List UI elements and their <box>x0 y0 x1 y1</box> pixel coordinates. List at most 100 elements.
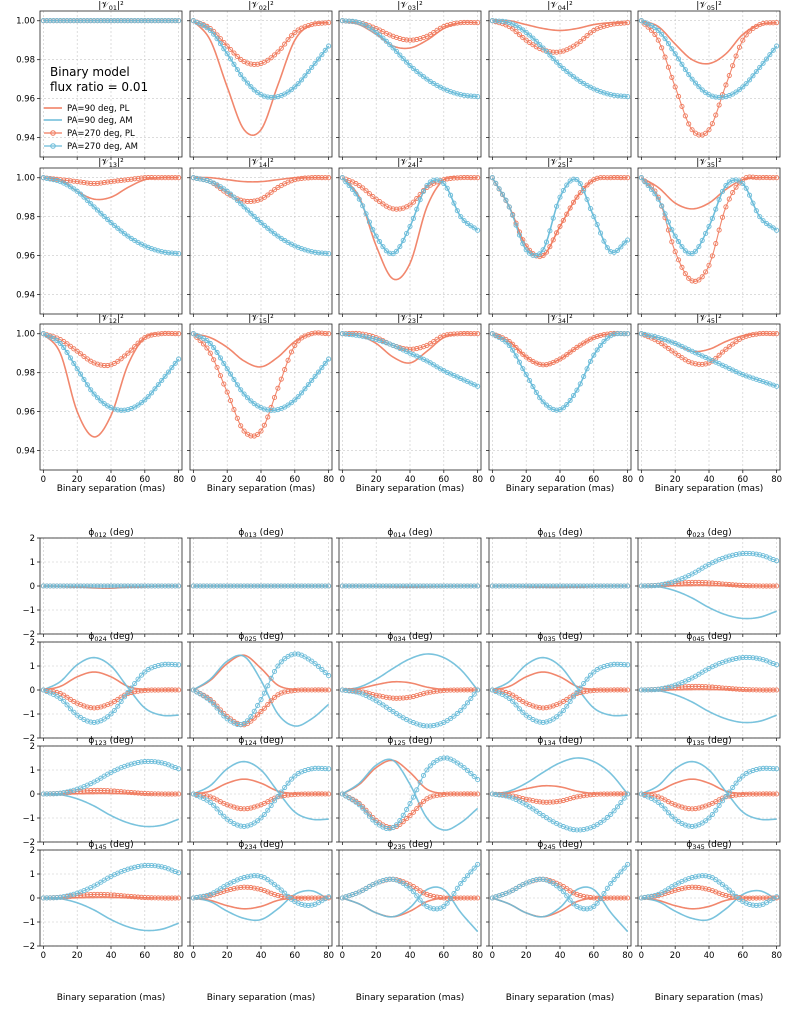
data-point <box>520 583 526 589</box>
data-point <box>377 32 383 38</box>
data-point <box>665 227 671 233</box>
data-point <box>319 330 325 336</box>
panel-title: |𝒱03|² <box>397 1 423 12</box>
data-point <box>105 714 111 720</box>
data-point <box>601 23 607 29</box>
data-point <box>540 399 546 405</box>
data-point <box>689 251 695 257</box>
data-point <box>128 18 134 24</box>
data-point <box>285 583 291 589</box>
data-point <box>692 806 699 812</box>
data-point <box>642 179 648 185</box>
data-point <box>530 384 536 390</box>
data-point <box>770 766 776 772</box>
x-axis-label: Binary separation (mas) <box>207 993 316 1003</box>
data-point <box>740 551 746 557</box>
data-point <box>275 407 281 413</box>
panel-title: ϕ012 (deg) <box>88 528 133 539</box>
data-point <box>434 583 440 589</box>
data-point <box>312 249 318 255</box>
data-point <box>520 35 526 41</box>
x-axis-label: Binary separation (mas) <box>506 993 615 1003</box>
data-point <box>604 687 610 693</box>
data-point <box>537 42 543 48</box>
data-point <box>74 179 80 185</box>
data-point <box>356 333 362 339</box>
x-tick-label: 60 <box>588 475 599 485</box>
data-point <box>703 818 709 824</box>
x-tick-label: 0 <box>191 951 196 961</box>
data-point <box>625 791 631 797</box>
data-point <box>67 355 73 361</box>
x-tick-label: 20 <box>371 951 382 961</box>
data-point <box>145 862 151 869</box>
data-point <box>288 400 294 406</box>
y-tick-label: 0.98 <box>16 56 35 66</box>
data-point <box>581 188 587 194</box>
data-point <box>88 891 94 898</box>
data-point <box>723 893 729 899</box>
data-point <box>564 825 570 831</box>
data-point <box>373 820 379 826</box>
data-point <box>241 721 247 727</box>
x-tick-label: 0 <box>639 475 644 485</box>
series-line <box>641 889 777 922</box>
data-point <box>78 371 84 377</box>
panel-title: ϕ345 (deg) <box>686 840 731 851</box>
panel-title: |𝒱35|² <box>696 158 722 169</box>
data-point <box>248 210 254 216</box>
data-point <box>427 794 433 800</box>
data-point <box>427 583 433 589</box>
data-point <box>292 773 298 779</box>
x-tick-label: 0 <box>41 951 46 961</box>
data-point <box>265 807 271 813</box>
x-tick-label: 0 <box>340 475 345 485</box>
data-point <box>121 231 128 237</box>
data-point <box>343 583 349 589</box>
data-point <box>417 345 423 351</box>
data-point <box>696 579 702 585</box>
data-point <box>743 895 749 901</box>
data-point <box>554 583 560 589</box>
data-point <box>349 797 356 803</box>
data-point <box>682 684 688 690</box>
data-point <box>295 895 301 901</box>
data-point <box>353 19 359 25</box>
data-point <box>533 808 539 814</box>
data-point <box>71 583 77 589</box>
data-point <box>404 583 410 589</box>
data-point <box>434 688 440 694</box>
data-point <box>295 651 301 657</box>
data-point <box>662 211 668 217</box>
data-point <box>322 47 328 53</box>
data-point <box>468 331 474 337</box>
data-point <box>760 175 766 181</box>
data-point <box>326 687 332 693</box>
data-point <box>138 18 144 24</box>
data-point <box>689 806 695 812</box>
data-point <box>516 232 522 238</box>
data-point <box>618 661 624 668</box>
data-point <box>608 583 614 589</box>
data-point <box>774 894 780 900</box>
data-point <box>282 894 288 900</box>
data-point <box>703 130 709 136</box>
data-point <box>132 176 138 182</box>
data-point <box>108 18 114 24</box>
data-point <box>420 74 427 80</box>
data-point <box>111 178 117 184</box>
data-point <box>523 583 529 589</box>
data-point <box>234 53 240 60</box>
data-point <box>516 32 522 38</box>
data-point <box>204 892 210 899</box>
data-point <box>437 895 443 901</box>
data-point <box>736 776 742 782</box>
data-point <box>441 791 447 798</box>
data-point <box>165 895 172 901</box>
data-point <box>709 215 715 222</box>
subplot-panel: 0 20 40 60 80|𝒱45|² <box>635 314 782 485</box>
data-point <box>251 873 257 879</box>
data-point <box>757 902 763 908</box>
data-point <box>743 583 749 589</box>
